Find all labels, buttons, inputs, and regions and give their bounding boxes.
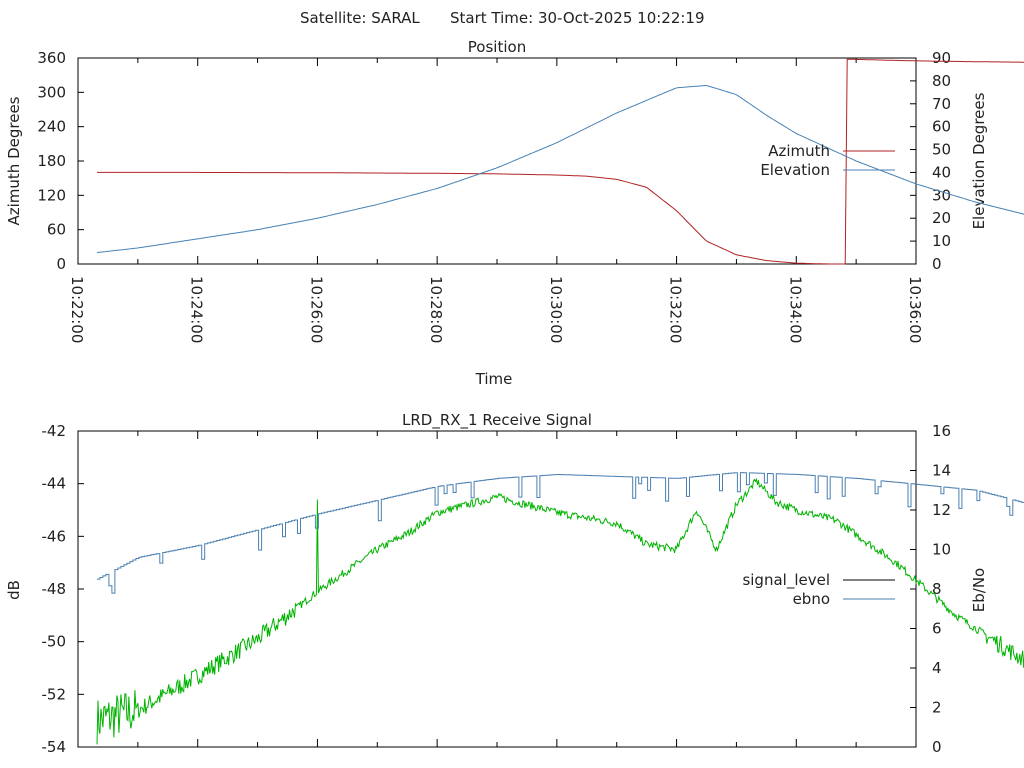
y-tick-label: 60 [47,221,66,239]
y-tick-label: -54 [42,738,67,756]
signal-legend: signal_level ebno [742,571,895,608]
y-tick-label: 240 [37,118,66,136]
signal-level-line [96,477,1024,745]
y2-tick-label: 40 [932,163,951,181]
y-tick-label: -52 [42,685,67,703]
x-tick-label: 10:28:00 [427,276,445,343]
y-tick-label: 300 [37,83,66,101]
legend-signal-level-label: signal_level [742,571,830,590]
y-tick-label: -42 [42,422,67,440]
y2-tick-label: 12 [932,501,951,519]
signal-series [96,472,1024,745]
x-tick-label: 10:26:00 [307,276,325,343]
azimuth-line [97,58,1024,265]
y2-tick-label: 14 [932,462,951,480]
legend-ebno-label: ebno [793,590,830,608]
signal-y2label: Eb/No [970,568,988,612]
signal-ylabel: dB [5,580,23,600]
y2-tick-label: 16 [932,422,951,440]
start-time-label: Start Time: 30-Oct-2025 10:22:19 [450,9,705,27]
y2-tick-label: 4 [932,659,942,677]
position-title: Position [468,38,526,56]
y-tick-label: 360 [37,49,66,67]
position-legend: Azimuth Elevation [760,142,895,179]
x-tick-label: 10:24:00 [188,276,206,343]
y2-tick-label: 30 [932,186,951,204]
y2-tick-label: 8 [932,580,942,598]
y2-tick-label: 6 [932,620,942,638]
y2-tick-label: 10 [932,541,951,559]
satellite-label: Satellite: SARAL [300,9,420,27]
y-tick-label: 0 [56,255,66,273]
legend-azimuth-label: Azimuth [768,142,830,160]
y2-tick-label: 0 [932,738,942,756]
legend-elevation-label: Elevation [760,161,830,179]
x-tick-label: 10:34:00 [786,276,804,343]
y-tick-label: 120 [37,186,66,204]
y-tick-label: -44 [42,475,67,493]
y2-tick-label: 0 [932,255,942,273]
signal-chart: LRD_RX_1 Receive Signal dB Eb/No -42-44-… [5,411,1024,756]
elevation-line [96,84,1024,254]
y2-tick-label: 10 [932,232,951,250]
x-tick-label: 10:22:00 [68,276,86,343]
signal-ticks: -42 -44 -46 -48 -50 -52 -54 0 2 4 6 8 10 12 14 16 [42,422,952,756]
y-tick-label: 180 [37,152,66,170]
x-tick-label: 10:32:00 [667,276,685,343]
y2-tick-label: 70 [932,95,951,113]
x-tick-label: 10:30:00 [547,276,565,343]
y2-tick-label: 20 [932,209,951,227]
y2-tick-label: 50 [932,141,951,159]
position-xlabel: Time [475,370,513,388]
position-series [96,58,1024,265]
position-y2label: Elevation Degrees [970,92,988,229]
signal-title: LRD_RX_1 Receive Signal [402,411,592,430]
y-tick-label: -50 [42,633,67,651]
y2-tick-label: 90 [932,49,951,67]
x-tick-label: 10:36:00 [906,276,924,343]
y-tick-label: -46 [42,527,67,545]
y2-tick-label: 60 [932,118,951,136]
y-tick-label: -48 [42,580,67,598]
y2-tick-label: 2 [932,699,942,717]
position-ticks: 0 60 120 180 240 300 360 0 10 20 30 40 50 60 70 80 90 10:… [37,49,951,343]
ebno-line [97,472,1024,594]
y2-tick-label: 80 [932,72,951,90]
position-chart: Position Azimuth Degrees Elevation Degre… [5,38,1024,388]
position-ylabel: Azimuth Degrees [5,96,23,225]
